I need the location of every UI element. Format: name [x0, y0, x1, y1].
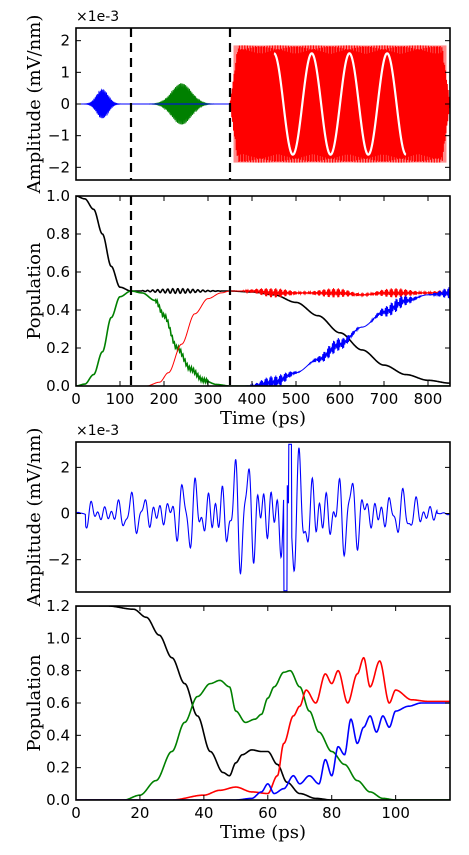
series-line	[76, 287, 450, 386]
y-tick-label: 0	[60, 505, 70, 523]
x-tick-label: 40	[194, 804, 213, 822]
x-tick-label: 600	[326, 390, 355, 408]
inset-sine	[273, 52, 407, 156]
x-tick-label: 100	[106, 390, 135, 408]
y-tick-label: 0.0	[46, 791, 70, 809]
x-axis-label: Time (ps)	[220, 408, 306, 429]
series-line	[76, 606, 450, 800]
x-tick-label: 60	[258, 804, 277, 822]
series-line	[76, 669, 450, 800]
axes-frame	[75, 195, 451, 387]
y-tick-label: −1	[48, 127, 70, 145]
x-tick-label: 100	[381, 804, 410, 822]
y-axis-label: Amplitude (mV/nm)	[24, 428, 45, 608]
y-tick-label: 0.8	[46, 662, 70, 680]
y-tick-label: 1.0	[46, 187, 70, 205]
panel-2: 0.0 0.2 0.4 0.6 0.8 1.0 0 100 200 300 400 500 600 700…	[24, 187, 451, 429]
y-tick-label: 2	[60, 32, 70, 50]
y-tick-label: 1.2	[46, 597, 70, 615]
x-tick-label: 80	[322, 804, 341, 822]
plot-area	[76, 45, 450, 163]
x-tick-label: 20	[130, 804, 149, 822]
y-tick-label: −2	[48, 158, 70, 176]
plot-area	[76, 196, 450, 386]
y-tick-label: 1	[60, 63, 70, 81]
y-tick-label: 0.2	[46, 339, 70, 357]
y-tick-label: 0	[60, 95, 70, 113]
x-tick-label: 0	[71, 390, 81, 408]
panel-4: 0.0 0.2 0.4 0.6 0.8 1.0 1.2 0 20 40 60 80 100 Populat…	[24, 597, 451, 843]
x-axis-label: Time (ps)	[220, 822, 306, 843]
y-tick-label: 0.8	[46, 225, 70, 243]
x-tick-label: 700	[370, 390, 399, 408]
y-tick-label: 0.0	[46, 377, 70, 395]
scale-note: ×1e-3	[76, 9, 119, 25]
pulse-trace	[76, 443, 450, 592]
x-tick-label: 400	[238, 390, 267, 408]
y-axis-label: Population	[24, 654, 45, 752]
plot-area	[76, 443, 450, 592]
y-tick-label: 2	[60, 458, 70, 476]
pulse-trace	[229, 45, 450, 163]
y-tick-label: −2	[48, 551, 70, 569]
series-line	[76, 702, 450, 800]
y-tick-label: 0.6	[46, 263, 70, 281]
y-axis-label: Population	[24, 242, 45, 340]
x-tick-label: 800	[414, 390, 443, 408]
scale-note: ×1e-3	[76, 423, 119, 439]
y-tick-label: 0.2	[46, 759, 70, 777]
series-line	[76, 288, 450, 386]
y-tick-label: 0.6	[46, 694, 70, 712]
y-axis-label: Amplitude (mV/nm)	[24, 15, 45, 195]
axes-frame	[75, 441, 451, 593]
y-tick-label: 0.4	[46, 726, 70, 744]
x-tick-label: 500	[282, 390, 311, 408]
y-tick-label: 1.0	[46, 629, 70, 647]
y-tick-label: 0.4	[46, 301, 70, 319]
series-line	[76, 656, 450, 800]
x-tick-label: 0	[71, 804, 81, 822]
series-line	[76, 290, 450, 386]
axes-frame	[75, 605, 451, 801]
x-tick-label: 200	[150, 390, 179, 408]
x-tick-label: 300	[194, 390, 223, 408]
plot-area	[76, 606, 450, 800]
